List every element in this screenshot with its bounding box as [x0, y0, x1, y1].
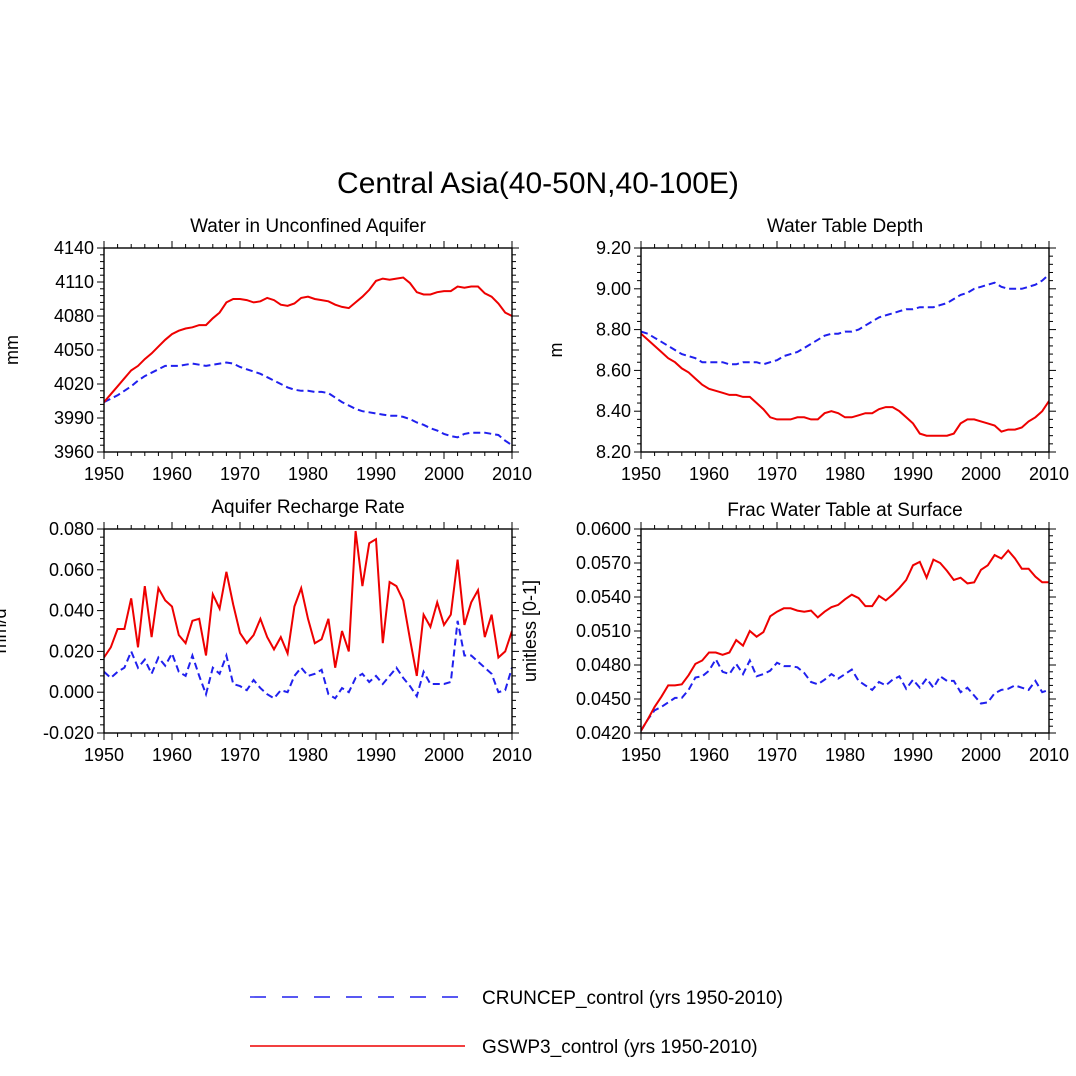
recharge-rate-title: Aquifer Recharge Rate — [211, 497, 404, 518]
frac-water-table-series-cruncep — [641, 657, 1049, 732]
frac-water-table-title: Frac Water Table at Surface — [727, 500, 963, 521]
aquifer-water-ytick-label: 4020 — [54, 374, 94, 394]
frac-water-table-xtick-label: 1980 — [825, 745, 865, 765]
water-table-depth-series-gswp3 — [641, 332, 1049, 437]
recharge-rate-ytick-label: 0.060 — [49, 560, 94, 580]
water-table-depth-xtick-label: 1980 — [825, 464, 865, 484]
aquifer-water-ytick-label: 4050 — [54, 340, 94, 360]
aquifer-water-panel: 1950 1960 1970 1980 1990 2000 2010 3960 3990 4020… — [2, 216, 532, 484]
water-table-depth-panel: 1950 1960 1970 1980 1990 2000 2010 8.20 8.40 8.60… — [546, 216, 1069, 484]
recharge-rate-series-gswp3 — [104, 530, 512, 677]
frac-water-table-ytick-label: 0.0450 — [576, 689, 631, 709]
legend-label-cruncep: CRUNCEP_control (yrs 1950-2010) — [482, 988, 783, 1009]
recharge-rate-xtick-label: 1960 — [152, 745, 192, 765]
aquifer-water-title: Water in Unconfined Aquifer — [190, 216, 427, 237]
water-table-depth-xtick-label: 1990 — [893, 464, 933, 484]
legend: CRUNCEP_control (yrs 1950-2010) GSWP3_co… — [250, 988, 783, 1058]
frac-water-table-ytick-label: 0.0420 — [576, 723, 631, 743]
water-table-depth-ytick-label: 8.20 — [596, 442, 631, 462]
water-table-depth-ylabel: m — [546, 343, 566, 358]
frac-water-table-xtick-label: 1950 — [621, 745, 661, 765]
water-table-depth-xtick-label: 2010 — [1029, 464, 1069, 484]
water-table-depth-ytick-label: 8.80 — [596, 320, 631, 340]
aquifer-water-series-gswp3 — [104, 276, 512, 403]
frac-water-table-series-gswp3 — [641, 548, 1049, 732]
recharge-rate-ticks — [97, 522, 519, 740]
frac-water-table-ylabel: unitless [0-1] — [520, 580, 540, 682]
recharge-rate-ylabel: mm/d — [0, 609, 10, 654]
aquifer-water-xtick-label: 1960 — [152, 464, 192, 484]
frac-water-table-ytick-label: 0.0540 — [576, 587, 631, 607]
aquifer-water-xtick-label: 1970 — [220, 464, 260, 484]
frac-water-table-xtick-label: 2000 — [961, 745, 1001, 765]
frac-water-table-ytick-label: 0.0600 — [576, 519, 631, 539]
water-table-depth-title: Water Table Depth — [767, 216, 923, 237]
frac-water-table-xtick-label: 2010 — [1029, 745, 1069, 765]
recharge-rate-panel: 1950 1960 1970 1980 1990 2000 2010 -0.020 0.000 0… — [0, 497, 532, 765]
recharge-rate-ytick-label: 0.040 — [49, 601, 94, 621]
recharge-rate-xtick-label: 1970 — [220, 745, 260, 765]
frac-water-table-ytick-label: 0.0480 — [576, 655, 631, 675]
recharge-rate-xtick-label: 1950 — [84, 745, 124, 765]
frac-water-table-ticks — [634, 522, 1056, 740]
aquifer-water-ylabel: mm — [2, 335, 22, 365]
aquifer-water-ytick-label: 3990 — [54, 408, 94, 428]
aquifer-water-ytick-label: 4110 — [55, 272, 94, 292]
aquifer-water-frame — [103, 247, 513, 453]
water-table-depth-ytick-label: 8.40 — [596, 401, 631, 421]
water-table-depth-frame — [640, 247, 1050, 453]
recharge-rate-ytick-label: 0.000 — [49, 682, 94, 702]
recharge-rate-frame — [103, 528, 513, 734]
recharge-rate-ytick-label: 0.020 — [49, 641, 94, 661]
aquifer-water-xtick-label: 1990 — [356, 464, 396, 484]
figure-title: Central Asia(40-50N,40-100E) — [337, 167, 739, 200]
frac-water-table-xtick-label: 1960 — [689, 745, 729, 765]
frac-water-table-panel: 1950 1960 1970 1980 1990 2000 2010 0.0420 0.0450… — [520, 500, 1069, 765]
recharge-rate-xtick-label: 1990 — [356, 745, 396, 765]
frac-water-table-ytick-label: 0.0510 — [576, 621, 631, 641]
water-table-depth-xtick-label: 1960 — [689, 464, 729, 484]
water-table-depth-xtick-label: 2000 — [961, 464, 1001, 484]
frac-water-table-frame — [640, 528, 1050, 734]
frac-water-table-ytick-label: 0.0570 — [576, 553, 631, 573]
water-table-depth-xtick-label: 1970 — [757, 464, 797, 484]
legend-label-gswp3: GSWP3_control (yrs 1950-2010) — [482, 1037, 758, 1058]
recharge-rate-ytick-label: -0.020 — [43, 723, 94, 743]
aquifer-water-xtick-label: 1950 — [84, 464, 124, 484]
recharge-rate-xtick-label: 2010 — [492, 745, 532, 765]
aquifer-water-xtick-label: 2000 — [424, 464, 464, 484]
aquifer-water-series-cruncep — [104, 361, 512, 447]
recharge-rate-ytick-label: 0.080 — [49, 519, 94, 539]
water-table-depth-ticks — [634, 241, 1056, 459]
aquifer-water-xtick-label: 1980 — [288, 464, 328, 484]
water-table-depth-series-cruncep — [641, 273, 1049, 366]
water-table-depth-ytick-label: 9.20 — [596, 238, 631, 258]
frac-water-table-xtick-label: 1970 — [757, 745, 797, 765]
recharge-rate-xtick-label: 1980 — [288, 745, 328, 765]
aquifer-water-xtick-label: 2010 — [492, 464, 532, 484]
aquifer-water-ytick-label: 4140 — [54, 238, 94, 258]
water-table-depth-xtick-label: 1950 — [621, 464, 661, 484]
recharge-rate-series-cruncep — [104, 620, 512, 700]
recharge-rate-xtick-label: 2000 — [424, 745, 464, 765]
aquifer-water-ticks — [97, 241, 519, 459]
water-table-depth-ytick-label: 8.60 — [596, 360, 631, 380]
water-table-depth-ytick-label: 9.00 — [596, 279, 631, 299]
panels-group: 1950 1960 1970 1980 1990 2000 2010 3960 3990 4020… — [0, 216, 1069, 765]
frac-water-table-xtick-label: 1990 — [893, 745, 933, 765]
aquifer-water-ytick-label: 4080 — [54, 306, 94, 326]
aquifer-water-ytick-label: 3960 — [54, 442, 94, 462]
